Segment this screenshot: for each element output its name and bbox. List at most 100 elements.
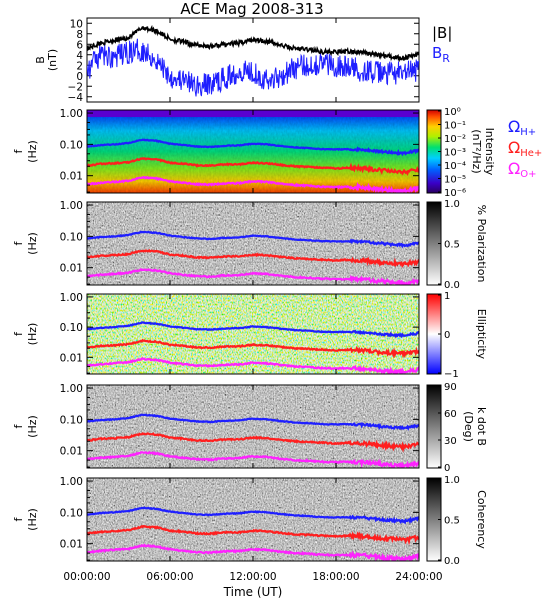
colorbar-tick-label: −1	[444, 369, 459, 380]
x-axis: 00:00:00 06:00:00 12:00:00 18:00:00 24:0…	[63, 571, 442, 599]
colorbar-tick-label: 0.0	[444, 280, 460, 291]
gyrofrequency-line-o-plus	[87, 267, 419, 285]
gyrofrequency-line-h-plus	[87, 230, 419, 249]
colorbar-tick-label: 1.0	[444, 199, 460, 210]
panel-coherency: 1.00 0.10 0.01 f (Hz) 1.0 0.5 0.0 Coherency	[12, 475, 488, 567]
gyrofrequency-line-he-plus	[87, 524, 419, 546]
colorbar-tick-label: 10⁻³	[444, 148, 466, 159]
y-axis-unit-b: (nT)	[46, 49, 59, 71]
y-axis-label-f: f	[12, 148, 25, 153]
colorbar-tick-label: 0	[444, 463, 450, 474]
y-tick-label: 0.10	[60, 139, 83, 151]
x-tick-label: 18:00:00	[312, 571, 359, 583]
x-tick-label: 24:00:00	[395, 571, 442, 583]
colorbar-label: Coherency	[475, 490, 488, 549]
gyrofrequency-line-h-plus	[87, 321, 419, 339]
gyrofrequency-line-he-plus	[87, 157, 419, 177]
y-tick-label: 1.00	[60, 292, 83, 304]
y-tick-label: 0.01	[60, 352, 83, 364]
y-axis-label-f: f	[12, 516, 25, 521]
colorbar-label: k dot B	[475, 407, 488, 446]
colorbar-unit: (Deg)	[462, 411, 475, 442]
y-tick-label: 1.00	[60, 108, 83, 120]
y-tick-label: 0.10	[60, 414, 83, 426]
y-tick-label: 6	[76, 39, 83, 51]
legend-entry-br: BR	[432, 44, 450, 65]
gyrofrequency-line-h-plus	[87, 138, 419, 157]
colorbar-tick-label: 0.5	[444, 240, 460, 251]
colorbar-tick-label: 10⁻²	[444, 134, 466, 145]
gyrofrequency-line-o-plus	[87, 450, 419, 468]
y-tick-label: 0.01	[60, 171, 83, 183]
y-tick-label: 0	[76, 71, 83, 83]
gyrofrequency-line-o-plus	[87, 357, 419, 374]
y-tick-label: 10	[70, 18, 83, 30]
colorbar-tick-label: 0.5	[444, 516, 460, 527]
y-tick-label: 1.00	[60, 476, 83, 488]
x-axis-label: Time (UT)	[223, 585, 283, 599]
y-tick-label: 0.01	[60, 539, 83, 551]
y-tick-label: 1.00	[60, 383, 83, 395]
spectrogram-texture	[87, 110, 419, 193]
spectrogram-texture	[87, 385, 419, 468]
y-axis-unit-hz: (Hz)	[26, 232, 39, 255]
series-line-br	[87, 38, 419, 97]
colorbar-label: % Polarization	[475, 205, 488, 283]
y-tick-label: 0.01	[60, 446, 83, 458]
chart-title: ACE Mag 2008-313	[180, 0, 323, 18]
y-axis-label-f: f	[12, 331, 25, 336]
legend-entry-b-total: |B|	[432, 24, 452, 42]
spectrogram-texture	[87, 202, 419, 285]
legend-entry-h-plus: ΩH+	[508, 117, 536, 138]
y-axis-label-f: f	[12, 423, 25, 428]
gyrofrequency-line-o-plus	[87, 543, 419, 561]
gyrofrequency-line-he-plus	[87, 338, 419, 359]
colorbar-tick-label: 10⁻⁵	[444, 175, 466, 186]
colorbar-label: Intensity	[483, 128, 496, 176]
gyrofrequency-line-o-plus	[87, 175, 419, 193]
y-axis-unit-hz: (Hz)	[26, 323, 39, 346]
y-axis-label-b: B	[34, 56, 47, 64]
gyrofrequency-line-h-plus	[87, 506, 419, 525]
y-axis-unit-hz: (Hz)	[26, 140, 39, 163]
series-line-b-total	[87, 24, 419, 63]
colorbar-tick-label: 60	[444, 409, 457, 420]
panel-polarization: 1.00 0.10 0.01 f (Hz) 1.0 0.5 0.0 % Polarization	[12, 199, 488, 291]
colorbar-tick-label: 10⁻¹	[444, 121, 466, 132]
gyrofrequency-legend: ΩH+ΩHe+ΩO+	[508, 117, 542, 180]
y-tick-label: 4	[76, 50, 83, 62]
spectrogram-texture	[87, 478, 419, 561]
panel-ellipticity: 1.00 0.10 0.01 f (Hz) 1 0 −1 Ellipticity	[12, 291, 488, 380]
y-tick-label: 0.01	[60, 263, 83, 275]
colorbar	[426, 384, 442, 469]
colorbar-tick-label: 30	[444, 436, 457, 447]
y-tick-label: 0.10	[60, 322, 83, 334]
panel-k-dot-b: 1.00 0.10 0.01 f (Hz) 90 60 30 0 k dot B(Deg)	[12, 382, 488, 474]
colorbar-tick-label: 10⁰	[444, 107, 461, 118]
y-axis-unit-hz: (Hz)	[26, 415, 39, 438]
colorbar-label: Ellipticity	[475, 309, 488, 360]
legend-entry-he-plus: ΩHe+	[508, 138, 542, 159]
x-tick-label: 06:00:00	[146, 571, 193, 583]
colorbar-tick-label: 0	[444, 330, 450, 341]
colorbar-tick-label: 0.0	[444, 556, 460, 567]
y-tick-label: −2	[68, 81, 83, 93]
gyrofrequency-line-he-plus	[87, 249, 419, 269]
y-tick-label: 0.10	[60, 231, 83, 243]
y-tick-label: 8	[76, 29, 83, 41]
gyrofrequency-line-he-plus	[87, 432, 419, 453]
x-tick-label: 12:00:00	[229, 571, 276, 583]
y-axis-label-f: f	[12, 240, 25, 245]
y-tick-label: 0.10	[60, 507, 83, 519]
colorbar-tick-label: 10⁻⁴	[444, 161, 466, 172]
colorbar-tick-label: 90	[444, 382, 457, 393]
x-tick-label: 00:00:00	[63, 571, 110, 583]
colorbar-tick-label: 1.0	[444, 475, 460, 486]
panel-wave-power: 1.00 0.10 0.01 f (Hz) 10⁰ 10⁻¹ 10⁻² 10⁻³ 10⁻⁴ 10⁻⁵…	[12, 107, 496, 199]
y-tick-label: 1.00	[60, 200, 83, 212]
colorbar-tick-label: 1	[444, 291, 450, 302]
legend-entry-o-plus: ΩO+	[508, 159, 536, 180]
colorbar-tick-label: 10⁻⁶	[444, 188, 466, 199]
